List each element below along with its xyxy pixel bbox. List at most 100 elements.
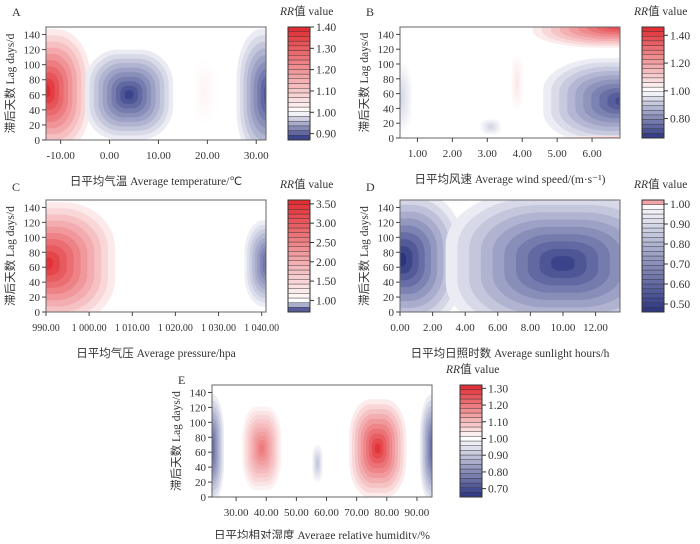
legend-swatch [642, 279, 664, 284]
y-tick-label: 20 [383, 118, 395, 130]
legend-title-rest: 值 value [460, 363, 499, 376]
legend-swatch [288, 261, 310, 266]
x-tick-label: -10.00 [46, 150, 75, 162]
legend-swatch [642, 110, 664, 115]
legend-swatch [642, 265, 664, 270]
legend-swatch [642, 124, 664, 129]
contour-level [204, 88, 206, 94]
y-tick-label: 60 [29, 262, 41, 274]
legend-swatch [460, 413, 482, 418]
legend-swatch [460, 408, 482, 413]
x-tick-label: 40.00 [254, 507, 279, 519]
legend-title: RR值 value [633, 178, 687, 191]
legend-title: RR值 value [279, 178, 333, 191]
legend-tick-label: 1.50 [316, 276, 336, 288]
x-axis-label: 日平均日照时数 Average sunlight hours/h [411, 346, 610, 360]
legend-swatch [288, 219, 310, 224]
legend-swatch [642, 92, 664, 97]
legend-swatch [288, 265, 310, 270]
x-tick-label: 70.00 [344, 507, 369, 519]
legend-swatch [642, 120, 664, 125]
legend-tick-label: 1.10 [488, 417, 508, 429]
legend-swatch [288, 46, 310, 51]
legend-swatch [288, 205, 310, 210]
legend-swatch [288, 55, 310, 60]
legend-swatch [642, 233, 664, 238]
legend-swatch [642, 83, 664, 88]
legend-swatch [460, 478, 482, 483]
legend-swatch [288, 303, 310, 308]
legend-swatch [288, 36, 310, 41]
legend-swatch [642, 205, 664, 210]
legend-swatch [288, 275, 310, 280]
x-axis-label: 日平均气温 Average temperature/℃ [70, 174, 242, 188]
legend-swatch [288, 32, 310, 37]
legend-title: RR值 value [633, 5, 687, 18]
legend-swatch [460, 460, 482, 465]
y-tick-label: 40 [29, 105, 41, 117]
legend-swatch [460, 404, 482, 409]
y-tick-label: 100 [378, 232, 395, 244]
y-tick-label: 60 [383, 262, 395, 274]
legend-tick-label: 2.00 [316, 257, 336, 269]
legend-swatch [288, 307, 310, 312]
legend-title: RR值 value [445, 363, 499, 376]
legend-tick-label: 0.80 [670, 114, 690, 126]
legend-swatch [288, 88, 310, 93]
x-tick-label: 30.00 [244, 150, 269, 162]
legend-tick-label: 1.20 [316, 65, 336, 77]
legend-tick-label: 3.50 [316, 199, 336, 211]
legend-swatch [288, 135, 310, 140]
contour-level [432, 438, 438, 460]
x-tick-label: 4.00 [456, 322, 476, 334]
legend-swatch [288, 298, 310, 303]
legend-swatch [642, 50, 664, 55]
legend-swatch [460, 488, 482, 493]
legend-swatch [288, 60, 310, 65]
y-tick-label: 100 [24, 232, 41, 244]
y-tick-label: 80 [195, 432, 207, 444]
contour-level [615, 97, 631, 106]
legend-swatch [288, 237, 310, 242]
legend-swatch [460, 492, 482, 497]
legend-swatch [460, 422, 482, 427]
legend-tick-label: 1.30 [488, 383, 508, 395]
y-tick-label: 120 [378, 44, 395, 56]
legend-swatch [642, 270, 664, 275]
legend-swatch [288, 79, 310, 84]
legend-swatch [642, 284, 664, 289]
legend-title-italic: RR [279, 6, 294, 18]
y-tick-label: 0 [389, 307, 395, 319]
legend-swatch [642, 27, 664, 32]
x-tick-label: 30.00 [224, 507, 249, 519]
legend-swatch [642, 214, 664, 219]
panel-label: D [366, 180, 375, 194]
legend-swatch [288, 112, 310, 117]
y-tick-label: 120 [24, 217, 41, 229]
x-tick-label: 5.00 [548, 148, 568, 160]
x-axis-label: 日平均风速 Average wind speed/(m·s⁻¹) [414, 173, 605, 186]
legend-tick-label: 1.00 [316, 295, 336, 307]
legend-swatch [460, 469, 482, 474]
legend-swatch [288, 293, 310, 298]
legend-tick-label: 1.40 [316, 22, 336, 34]
legend-swatch [288, 209, 310, 214]
x-tick-label: 1 030.00 [201, 323, 236, 334]
legend-swatch [642, 46, 664, 51]
x-tick-label: 2.00 [423, 322, 443, 334]
legend-swatch [288, 251, 310, 256]
x-tick-label: 1 040.00 [244, 323, 279, 334]
legend-tick-label: 2.50 [316, 237, 336, 249]
legend-swatch [642, 59, 664, 64]
y-tick-label: 120 [378, 217, 395, 229]
legend-tick-label: 1.10 [316, 86, 336, 98]
y-tick-label: 20 [383, 292, 395, 304]
legend-title-italic: RR [445, 364, 460, 376]
y-tick-label: 20 [29, 120, 41, 132]
legend-tick-label: 1.00 [488, 433, 508, 445]
legend-title-rest: 值 value [648, 5, 687, 18]
contour-level [434, 443, 437, 454]
legend-swatch [288, 93, 310, 98]
legend-swatch [288, 126, 310, 131]
legend-swatch [460, 432, 482, 437]
